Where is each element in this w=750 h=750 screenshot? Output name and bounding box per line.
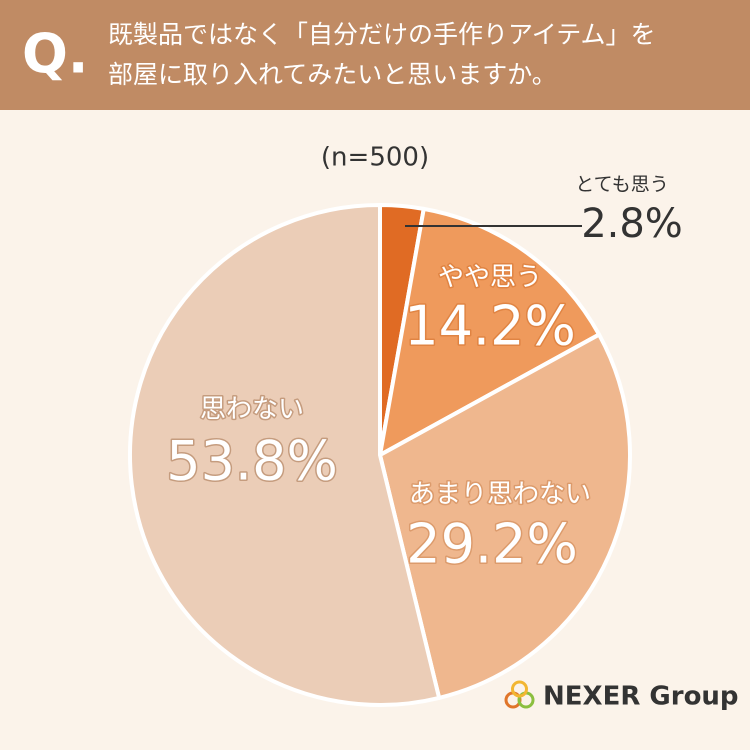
logo-ring	[511, 680, 528, 698]
subtitle: (n=500)	[321, 143, 429, 173]
pie-slice	[128, 203, 442, 707]
slice-value-label: 53.8%	[166, 430, 338, 493]
logo-text: NEXER Group	[543, 682, 739, 712]
title-line: 部屋に取り入れてみたいと思いますか。	[108, 60, 557, 89]
logo: NEXER Group	[504, 680, 739, 712]
slice-name: 思わない	[200, 395, 304, 425]
pie-slice	[378, 332, 632, 700]
slice-value-label: 14.2%	[404, 295, 576, 358]
slice-name: とても思う	[575, 174, 668, 196]
slice-name: やや思う	[438, 263, 542, 293]
title-line: 既製品ではなく「自分だけの手作りアイテム」を	[108, 20, 656, 49]
question-label: Q.	[22, 23, 88, 86]
pie-slice	[378, 206, 602, 457]
slice-value-label: 29.2%	[406, 513, 578, 576]
slice-value-label: 2.8%	[581, 201, 683, 247]
header-band	[0, 0, 750, 110]
slice-name: あまり思わない	[409, 480, 591, 510]
